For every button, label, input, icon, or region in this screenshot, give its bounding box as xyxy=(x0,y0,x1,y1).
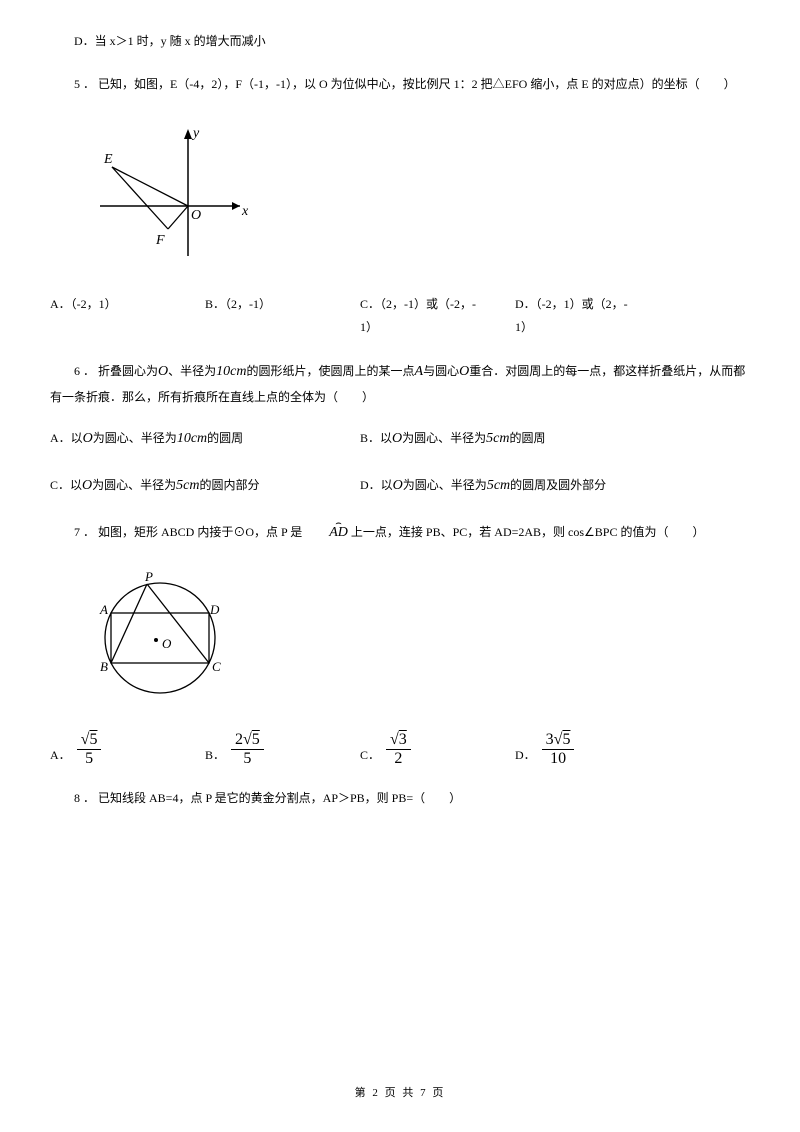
label-y: y xyxy=(191,126,200,141)
q8-text: 8 ． 已知线段 AB=4，点 P 是它的黄金分割点，AP＞PB，则 PB=（ … xyxy=(50,787,750,810)
q6-optA: A．以O为圆心、半径为10cm的圆周 xyxy=(50,426,360,453)
q6-optD: D．以O为圆心、半径为5cm的圆周及圆外部分 xyxy=(360,473,670,500)
svg-text:B: B xyxy=(100,659,108,674)
q7-optA: A． √55 xyxy=(50,731,205,767)
label-O: O xyxy=(191,208,201,223)
q5-options: A．（-2，1） B．（2，-1） C．（2，-1）或（-2，-1） D．（-2… xyxy=(50,293,750,339)
q6-optC: C．以O为圆心、半径为5cm的圆内部分 xyxy=(50,473,360,500)
label-F: F xyxy=(155,233,165,248)
q7-options: A． √55 B． 2√55 C． √32 D． 3√510 xyxy=(50,731,750,767)
q7-text: 7 ． 如图，矩形 ABCD 内接于⊙O，点 P 是 ⌢AD 上一点，连接 PB… xyxy=(50,520,750,547)
q6-options: A．以O为圆心、半径为10cm的圆周 B．以O为圆心、半径为5cm的圆周 C．以… xyxy=(50,426,750,499)
page-footer: 第 2 页 共 7 页 xyxy=(0,1083,800,1104)
svg-text:C: C xyxy=(212,659,221,674)
q6-text: 6 ． 折叠圆心为O、半径为10cm的圆形纸片，使圆周上的某一点A与圆心O重合．… xyxy=(50,359,750,408)
label-E: E xyxy=(103,152,113,167)
q4-optD: D．当 x＞1 时，y 随 x 的增大而减小 xyxy=(50,30,750,53)
svg-text:A: A xyxy=(99,602,108,617)
q7-optB: B． 2√55 xyxy=(205,731,360,767)
q6-optB: B．以O为圆心、半径为5cm的圆周 xyxy=(360,426,670,453)
q5-optC: C．（2，-1）或（-2，-1） xyxy=(360,293,515,339)
svg-text:D: D xyxy=(209,602,220,617)
q5-figure: E F O x y xyxy=(90,121,750,274)
q5-text: 5 ． 已知，如图，E（-4，2），F（-1，-1），以 O 为位似中心，按比例… xyxy=(50,73,750,96)
svg-text:O: O xyxy=(162,636,172,651)
q7-optD: D． 3√510 xyxy=(515,731,670,767)
label-x: x xyxy=(241,204,249,219)
q5-optD: D．（-2，1）或（2，-1） xyxy=(515,293,695,339)
q7-optC: C． √32 xyxy=(360,731,515,767)
q7-figure: P A D B C O xyxy=(90,568,750,711)
q5-optA: A．（-2，1） xyxy=(50,293,205,339)
q5-optB: B．（2，-1） xyxy=(205,293,360,339)
svg-text:P: P xyxy=(144,569,153,584)
